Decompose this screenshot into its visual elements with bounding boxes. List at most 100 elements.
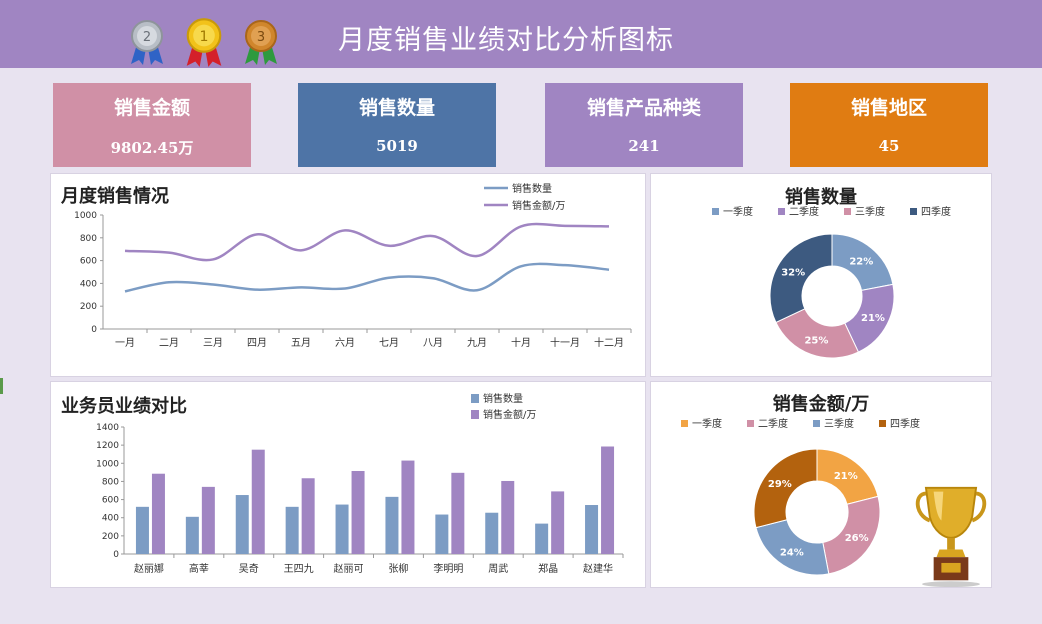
y-tick-label: 1000	[74, 211, 97, 221]
legend-swatch	[471, 410, 479, 419]
legend-swatch	[879, 420, 886, 427]
slice-label: 21%	[834, 471, 858, 482]
x-tick-label: 七月	[379, 337, 399, 349]
donut-slice	[822, 495, 881, 575]
slice-label: 21%	[861, 313, 885, 324]
y-tick-label: 400	[102, 514, 119, 524]
legend-swatch	[681, 420, 688, 427]
amount-donut-panel: 销售金额/万 21% 26% 24% 29% 一季度 二季度 三季度 四季度	[650, 381, 992, 588]
y-tick-label: 400	[80, 279, 97, 289]
legend-swatch	[910, 208, 917, 215]
amount-donut-chart: 21% 26% 24% 29% 一季度 二季度 三季度 四季度	[681, 417, 920, 576]
bar-quantity	[135, 506, 149, 554]
x-tick-label: 赵丽可	[334, 562, 364, 575]
x-tick-label: 吴奇	[239, 562, 259, 575]
y-tick-label: 800	[80, 234, 97, 244]
kpi-value: 45	[878, 137, 900, 155]
x-tick-label: 周武	[488, 562, 508, 575]
legend-label: 二季度	[758, 417, 788, 430]
bar-quantity	[335, 504, 349, 554]
slice-label: 29%	[768, 479, 792, 490]
trophy-icon	[915, 486, 987, 588]
legend-label: 销售数量	[483, 392, 523, 405]
slice-label: 24%	[780, 548, 804, 559]
legend-label: 销售金额/万	[512, 199, 565, 212]
panel-title: 销售数量	[785, 187, 857, 208]
x-tick-label: 十一月	[550, 336, 580, 349]
page-title: 月度销售业绩对比分析图标	[338, 25, 674, 56]
x-tick-label: 李明明	[433, 562, 463, 575]
slice-label: 25%	[804, 335, 828, 346]
kpi-product-types: 销售产品种类 241	[545, 83, 743, 167]
x-tick-label: 二月	[159, 337, 179, 349]
x-tick-label: 九月	[467, 337, 487, 349]
kpi-value: 5019	[376, 137, 418, 155]
y-tick-label: 600	[80, 257, 97, 267]
legend-swatch	[778, 208, 785, 215]
kpi-sales-quantity: 销售数量 5019	[298, 83, 496, 167]
bar-quantity	[585, 505, 599, 554]
donut-slice	[769, 233, 833, 324]
slice-label: 26%	[845, 533, 869, 544]
x-tick-label: 王四九	[284, 563, 314, 575]
bar-amount	[201, 486, 215, 554]
x-tick-label: 郑晶	[538, 562, 558, 575]
kpi-label: 销售数量	[358, 97, 435, 119]
legend-swatch	[471, 394, 479, 403]
legend-swatch	[747, 420, 754, 427]
x-tick-label: 十二月	[594, 336, 624, 349]
bar-quantity	[435, 514, 449, 554]
x-tick-label: 赵丽娜	[134, 562, 164, 575]
legend-label: 三季度	[855, 205, 885, 218]
bar-amount	[401, 460, 415, 554]
x-tick-label: 赵建华	[583, 562, 613, 575]
legend-label: 二季度	[789, 205, 819, 218]
kpi-sales-regions: 销售地区 45	[790, 83, 988, 167]
x-tick-label: 四月	[247, 337, 267, 349]
bar-amount	[601, 446, 615, 554]
x-tick-label: 五月	[291, 337, 311, 349]
legend-label: 四季度	[921, 205, 951, 218]
bar-quantity	[285, 506, 299, 554]
y-tick-label: 600	[102, 496, 119, 506]
gold-medal-icon: 1	[186, 18, 222, 67]
x-tick-label: 一月	[115, 337, 135, 349]
bronze-medal-label: 3	[257, 30, 265, 45]
bar-quantity	[535, 523, 549, 554]
legend-label: 四季度	[890, 417, 920, 430]
y-tick-label: 1200	[96, 441, 119, 451]
bar-amount	[301, 478, 315, 554]
gold-medal-label: 1	[200, 29, 209, 45]
legend-swatch	[844, 208, 851, 215]
kpi-label: 销售金额	[113, 97, 190, 119]
monthly-sales-panel: 月度销售情况 0 200 400 600 800 1000 一月 二月 三月 四月 五月 六月 七月 八月…	[50, 173, 646, 377]
legend-label: 一季度	[723, 205, 753, 218]
bar-quantity	[485, 512, 499, 554]
bar-quantity	[185, 516, 199, 554]
silver-medal-icon: 2	[131, 20, 163, 65]
staff-performance-panel: 业务员业绩对比 0 200 400 600 800 1000 1200 1400 赵丽娜 高莘 吴奇…	[50, 381, 646, 588]
series-line-2	[124, 222, 610, 262]
donut-slice	[753, 448, 818, 529]
bar-quantity	[235, 495, 249, 554]
x-tick-label: 八月	[423, 337, 443, 349]
slice-label: 22%	[849, 257, 873, 268]
bar-quantity	[385, 496, 399, 554]
bar-amount	[501, 480, 515, 554]
bar-amount	[451, 472, 465, 554]
bronze-medal-icon: 3	[245, 20, 277, 65]
kpi-label: 销售产品种类	[586, 97, 701, 119]
slice-label: 32%	[781, 267, 805, 278]
x-tick-label: 十月	[511, 336, 531, 349]
legend-label: 三季度	[824, 417, 854, 430]
header-banner: 2 1 3 月度销售业绩对比分析图标	[0, 0, 1042, 68]
legend-label: 销售数量	[512, 182, 552, 195]
y-tick-label: 0	[113, 550, 119, 560]
legend-swatch	[813, 420, 820, 427]
bar-amount	[151, 473, 165, 554]
kpi-value: 9802.45万	[110, 139, 194, 157]
bar-amount	[251, 449, 265, 554]
staff-bar-chart: 0 200 400 600 800 1000 1200 1400 赵丽娜 高莘 吴奇 王四九 赵丽可 张柳…	[96, 392, 624, 575]
y-tick-label: 1000	[96, 459, 119, 469]
kpi-value: 241	[628, 137, 660, 155]
